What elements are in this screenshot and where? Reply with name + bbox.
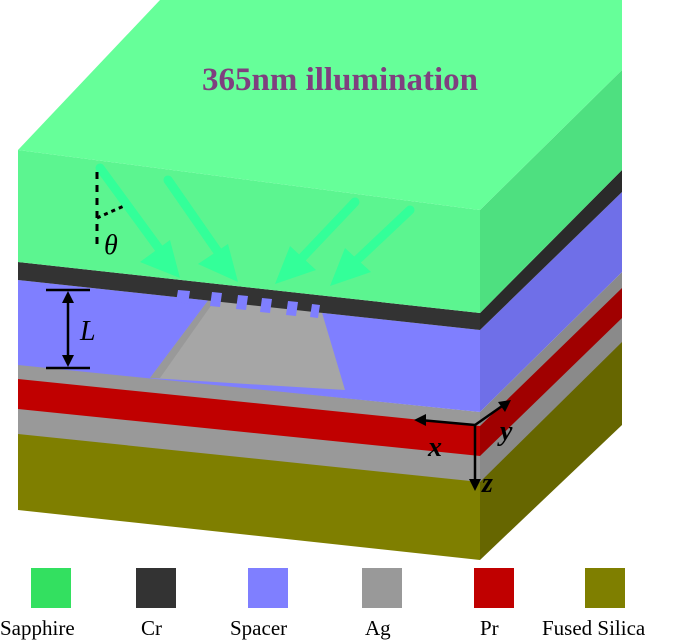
x-axis-label: x bbox=[427, 432, 442, 463]
legend-label-sapphire: Sapphire bbox=[0, 616, 75, 640]
ag-upper-front bbox=[18, 364, 480, 426]
ag-lower-front bbox=[18, 408, 480, 482]
theta-label: θ bbox=[104, 230, 118, 261]
cr-front bbox=[18, 262, 480, 330]
silica-front bbox=[18, 432, 480, 560]
spacer-side bbox=[480, 192, 622, 412]
material-legend: Sapphire Cr Spacer Ag Pr Fused Silica bbox=[0, 568, 675, 643]
pr-side bbox=[480, 286, 622, 456]
l-dimension bbox=[46, 288, 90, 370]
illumination-title: 365nm illumination bbox=[202, 62, 478, 98]
angle-indicator bbox=[95, 172, 125, 248]
l-label: L bbox=[79, 316, 96, 347]
legend-swatch-cr bbox=[136, 568, 176, 608]
sapphire-side bbox=[480, 70, 622, 313]
legend-swatch-pr bbox=[474, 568, 514, 608]
illumination-arrows bbox=[95, 163, 415, 286]
legend-label-fused-silica: Fused Silica bbox=[542, 616, 646, 640]
cr-grating bbox=[176, 290, 320, 318]
legend-label-ag: Ag bbox=[365, 616, 391, 640]
ag-trench-shade bbox=[150, 298, 215, 378]
legend-swatch-ag bbox=[362, 568, 402, 608]
cr-side bbox=[480, 170, 622, 330]
legend-swatch-fused-silica bbox=[585, 568, 625, 608]
y-axis-label: y bbox=[497, 416, 513, 447]
sapphire-top bbox=[18, 0, 622, 210]
pr-front bbox=[18, 378, 480, 456]
silica-side bbox=[480, 340, 622, 560]
z-axis-label: z bbox=[481, 468, 493, 499]
legend-label-spacer: Spacer bbox=[230, 616, 288, 640]
coordinate-axes bbox=[414, 400, 511, 491]
legend-swatch-spacer bbox=[248, 568, 288, 608]
ag-lower-side bbox=[480, 316, 622, 482]
legend-swatch-sapphire bbox=[31, 568, 71, 608]
legend-label-cr: Cr bbox=[141, 616, 162, 640]
legend-label-pr: Pr bbox=[480, 616, 499, 640]
ag-upper-side bbox=[480, 272, 622, 426]
